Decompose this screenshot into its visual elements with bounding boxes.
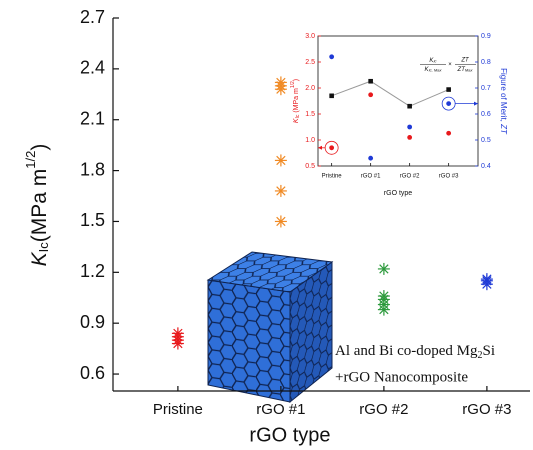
annotation-line: Al and Bi co-doped Mg2Si: [335, 343, 495, 361]
inset-x-tick-label: rGO #2: [400, 174, 420, 180]
asterisk-stroke: [379, 264, 389, 274]
y-tick-label: 1.2: [80, 261, 105, 281]
y-tick-label: 1.8: [80, 159, 105, 179]
data-point: [377, 303, 390, 316]
y-tick-label: 2.7: [80, 7, 105, 27]
inset-point: [368, 155, 374, 161]
inset-y-tick-label: 0.5: [305, 163, 315, 170]
inset-y-tick-label: 2.0: [305, 85, 315, 92]
data-point: [171, 327, 184, 340]
inset-y-tick-label: 1.5: [305, 111, 315, 118]
inset-x-tick-label: rGO #1: [361, 174, 381, 180]
asterisk-stroke: [173, 328, 183, 339]
y-tick-label: 0.6: [80, 363, 105, 383]
y-tick-label: 2.4: [80, 58, 105, 78]
inset-x-tick-label: rGO #3: [439, 174, 459, 180]
inset-y2-axis-label: Figure of Merit, ZT: [499, 68, 508, 135]
x-axis-label: rGO type: [249, 424, 330, 446]
y-axis-label: KIc(MPa m1/2): [23, 144, 51, 267]
inset-y-tick-label: 2.5: [305, 59, 315, 66]
inset-y-tick-label: 3.0: [305, 33, 315, 40]
x-tick-label: rGO #2: [359, 401, 408, 418]
y-tick-label: 1.5: [80, 210, 105, 230]
formula-text: KIc: [429, 58, 436, 64]
asterisk-stroke: [276, 77, 286, 88]
asterisk-stroke: [482, 274, 492, 284]
annotation: Al and Bi co-doped Mg2Si +rGO Nanocompos…: [335, 343, 495, 385]
asterisk-stroke: [276, 216, 286, 227]
data-point: [377, 262, 390, 275]
inset-point: [407, 124, 413, 130]
formula-text: ZTMax: [457, 67, 474, 73]
data-point: [274, 184, 287, 197]
inset-point: [368, 92, 374, 98]
inset-frame: [317, 35, 479, 167]
inset-point: [446, 130, 452, 136]
inset-point: [446, 101, 452, 106]
cube-illustration: [206, 251, 334, 404]
arrow-head: [474, 101, 478, 106]
formula-text: ZT: [460, 58, 470, 64]
inset-point: [407, 135, 413, 140]
inset-x-tick-label: Pristine: [322, 174, 343, 180]
formula: KIc KIc, Max × ZT ZTMax: [420, 58, 476, 73]
asterisk-stroke: [379, 304, 389, 315]
formula-text: ×: [448, 62, 452, 68]
inset-x-axis-label: rGO type: [384, 190, 413, 197]
y-tick-label: 2.1: [80, 108, 105, 128]
x-tick-label: rGO #1: [256, 401, 305, 418]
inset-y-tick-label: 1.0: [305, 137, 315, 144]
inset-point: [329, 54, 335, 60]
data-point: [274, 215, 287, 228]
data-point: [274, 76, 287, 89]
inset-y2-tick-label: 0.9: [481, 33, 491, 40]
inset-point: [329, 93, 334, 99]
data-point: [480, 273, 493, 286]
inset-point: [368, 78, 373, 84]
inset-line: [331, 80, 449, 107]
inset-point: [446, 87, 451, 92]
annotation-line: +rGO Nanocomposite: [335, 369, 468, 385]
inset: rGO type KIc (MPa m1/2) Figure of Merit,…: [290, 33, 508, 197]
inset-y2-tick-label: 0.8: [481, 59, 491, 66]
inset-y2-tick-label: 0.6: [481, 111, 491, 118]
formula-text: KIc, Max: [425, 67, 443, 73]
x-tick-label: rGO #3: [462, 401, 511, 418]
inset-y2-tick-label: 0.7: [481, 85, 491, 92]
inset-y-axis-label: KIc (MPa m1/2): [290, 79, 301, 123]
arrow-head: [318, 145, 322, 150]
inset-y2-tick-label: 0.4: [481, 163, 491, 170]
inset-point: [329, 145, 335, 151]
asterisk-stroke: [276, 155, 286, 166]
data-point: [274, 154, 287, 167]
y-tick-label: 0.9: [80, 312, 105, 332]
inset-point: [407, 103, 412, 109]
x-tick-label: Pristine: [153, 401, 203, 418]
asterisk-stroke: [276, 186, 286, 196]
inset-y2-tick-label: 0.5: [481, 137, 491, 144]
